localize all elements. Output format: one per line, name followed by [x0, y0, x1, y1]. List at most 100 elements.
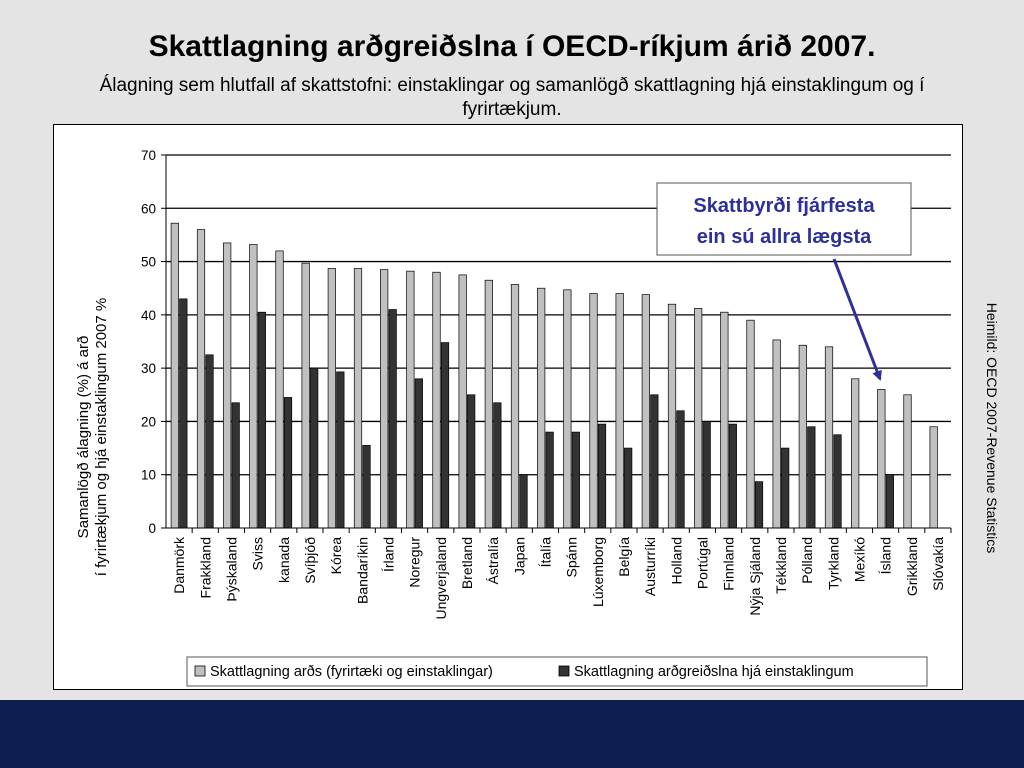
annotation-line1: Skattbyrði fjárfesta	[693, 195, 875, 217]
bar-combined	[249, 244, 258, 529]
x-tick-label: Grikkland	[904, 537, 920, 596]
bar-combined	[563, 289, 572, 529]
bar-individual	[519, 474, 528, 529]
y-axis-label-line1: Samanlögð álagning (%) á arð	[75, 336, 92, 539]
bar-individual	[885, 474, 894, 529]
bar-individual	[676, 410, 685, 529]
bar-combined	[641, 294, 650, 529]
x-tick-label: Danmörk	[171, 536, 187, 594]
bar-individual	[205, 354, 214, 529]
x-tick-label: Svíþjóð	[302, 537, 318, 584]
x-tick-label: Frakkland	[197, 537, 213, 598]
y-tick-label: 10	[141, 468, 156, 483]
bar-individual	[179, 298, 188, 529]
x-tick-label: Kórea	[328, 537, 344, 575]
bar-combined	[720, 311, 729, 529]
bar-combined	[510, 284, 520, 529]
x-tick-label: Tyrkland	[825, 537, 841, 590]
bar-combined	[615, 293, 624, 529]
y-tick-label: 30	[141, 361, 156, 376]
bar-combined	[327, 268, 336, 529]
bar-combined	[275, 250, 284, 529]
bar-individual	[728, 423, 737, 529]
bar-individual	[336, 371, 345, 529]
bar-combined	[380, 269, 389, 529]
x-tick-label: Sviss	[250, 537, 266, 570]
x-tick-label: Mexíkó	[851, 537, 867, 582]
bar-individual	[833, 434, 842, 529]
bar-individual	[467, 394, 476, 529]
x-tick-label: Slóvakía	[930, 537, 946, 591]
bar-combined	[903, 394, 912, 529]
bar-individual	[650, 394, 659, 529]
y-tick-label: 40	[141, 308, 156, 323]
annotation-box	[656, 182, 912, 256]
bar-combined	[694, 308, 703, 529]
bottom-band	[0, 700, 1024, 768]
x-tick-label: Bandaríkin	[354, 537, 370, 604]
bar-combined	[170, 222, 179, 529]
legend-label-combined: Skattlagning arðs (fyrirtæki og einstakl…	[210, 664, 493, 680]
bar-combined	[589, 293, 598, 529]
bar-individual	[362, 445, 371, 529]
bar-individual	[493, 402, 502, 529]
bar-combined	[824, 346, 834, 529]
x-tick-label: Holland	[668, 537, 684, 584]
x-tick-label: Belgía	[616, 537, 632, 577]
bar-combined	[432, 271, 441, 529]
bar-individual	[702, 421, 711, 529]
y-tick-label: 20	[141, 414, 156, 429]
x-tick-label: Austurríki	[642, 537, 658, 596]
x-tick-label: Tékkland	[773, 537, 789, 594]
bar-individual	[597, 423, 607, 529]
bar-combined	[301, 262, 310, 529]
annotation-callout: Skattbyrði fjárfesta ein sú allra lægsta	[656, 182, 912, 381]
x-tick-label: Lúxemborg	[590, 537, 606, 607]
x-tick-label: Þýskaland	[223, 537, 239, 602]
y-tick-label: 60	[141, 201, 156, 216]
x-tick-label: Japan	[511, 537, 527, 575]
legend-label-individual: Skattlagning arðgreiðslna hjá einstaklin…	[574, 664, 854, 680]
bar-combined	[537, 287, 546, 529]
legend-swatch-individual	[558, 665, 570, 677]
bar-individual	[624, 447, 633, 529]
bar-combined	[223, 242, 232, 529]
bar-individual	[414, 378, 423, 529]
bar-combined	[667, 303, 677, 529]
bar-individual	[310, 367, 319, 529]
bar-individual	[754, 481, 764, 529]
x-tick-label: Noregur	[407, 537, 423, 588]
x-tick-label: Ungverjaland	[433, 537, 449, 620]
bar-combined	[484, 279, 493, 529]
bar-individual	[231, 402, 240, 529]
bar-combined	[406, 270, 415, 529]
x-tick-label: Pólland	[799, 537, 815, 584]
annotation-line2: ein sú allra lægsta	[697, 226, 872, 248]
bar-combined	[196, 229, 206, 529]
bar-individual	[283, 397, 293, 529]
bar-combined	[929, 426, 938, 529]
slide-title: Skattlagning arðgreiðslna í OECD-ríkjum …	[148, 30, 876, 63]
bar-combined	[798, 344, 807, 529]
bar-individual	[388, 309, 397, 529]
x-tick-label: Bretland	[459, 537, 475, 589]
x-tick-label: Ástralía	[485, 537, 501, 585]
x-tick-label: Portúgal	[694, 537, 710, 589]
bar-combined	[746, 319, 755, 529]
x-tick-label: Ísland	[878, 537, 894, 574]
bar-individual	[257, 311, 266, 529]
bar-combined	[353, 268, 363, 529]
y-tick-label: 50	[141, 255, 156, 270]
bar-individual	[807, 426, 816, 529]
bar-combined	[851, 378, 860, 529]
bar-combined	[772, 339, 781, 529]
x-tick-label: Írland	[380, 537, 396, 572]
y-axis-label: Samanlögð álagning (%) á arð í fyrirtækj…	[75, 298, 110, 576]
annotation-arrow	[832, 258, 882, 381]
y-tick-label: 0	[148, 521, 156, 536]
slide-subtitle: Álagning sem hlutfall af skattstofni: ei…	[99, 75, 925, 120]
x-tick-label: Nýja Sjáland	[747, 537, 763, 616]
x-tick-label: kanada	[276, 537, 292, 583]
source-note: Heimild: OECD 2007-Revenue Statistics	[984, 302, 1000, 554]
bar-combined	[458, 274, 467, 529]
